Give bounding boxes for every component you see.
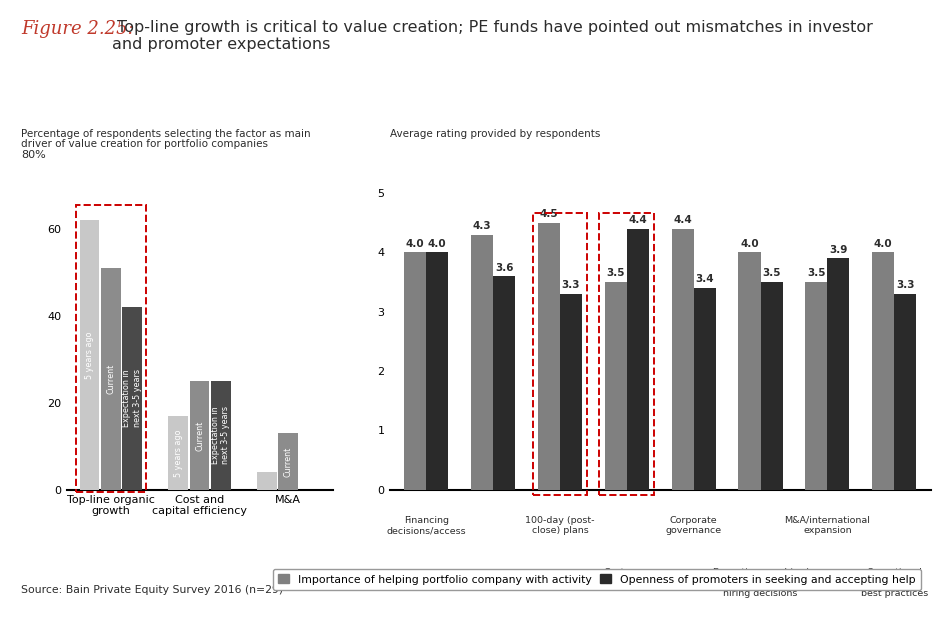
- Bar: [404, 252, 427, 490]
- Text: 5 years ago: 5 years ago: [86, 331, 94, 379]
- Bar: [560, 294, 582, 490]
- Text: 5 years ago: 5 years ago: [174, 429, 182, 477]
- Bar: [278, 433, 298, 490]
- Bar: [872, 252, 894, 490]
- Text: Top-line growth is critical to value creation; PE funds have pointed out mismatc: Top-line growth is critical to value cre…: [112, 20, 873, 53]
- Bar: [694, 288, 715, 490]
- Bar: [627, 229, 649, 490]
- Bar: [493, 276, 515, 490]
- Bar: [257, 472, 276, 490]
- Bar: [471, 234, 493, 490]
- Bar: [761, 282, 783, 490]
- Text: Expectation in
next 3-5 years: Expectation in next 3-5 years: [123, 369, 142, 428]
- Text: Executive coaching/
talent acquisition/
hiring decisions: Executive coaching/ talent acquisition/ …: [712, 568, 808, 598]
- Text: 4.4: 4.4: [629, 215, 647, 225]
- Bar: [76, 205, 145, 492]
- Text: Vision/
strategy: Vision/ strategy: [473, 568, 513, 588]
- Text: 4.0: 4.0: [406, 239, 425, 249]
- Bar: [211, 381, 231, 490]
- Text: driver of value creation for portfolio companies: driver of value creation for portfolio c…: [21, 139, 268, 149]
- Text: 100-day (post-
close) plans: 100-day (post- close) plans: [525, 516, 595, 535]
- Text: M&A/international
expansion: M&A/international expansion: [785, 516, 870, 535]
- Bar: [427, 252, 448, 490]
- Text: 3.5: 3.5: [762, 268, 781, 278]
- Text: 3.5: 3.5: [606, 268, 625, 278]
- Text: Customer
access: Customer access: [603, 568, 650, 588]
- Bar: [672, 229, 694, 490]
- Text: 4.0: 4.0: [874, 239, 892, 249]
- Text: Financing
decisions/access: Financing decisions/access: [387, 516, 466, 535]
- Bar: [806, 282, 827, 490]
- Bar: [599, 212, 655, 495]
- Bar: [605, 282, 627, 490]
- Text: Operational
investment,
best practices: Operational investment, best practices: [861, 568, 928, 598]
- Text: Figure 2.25:: Figure 2.25:: [21, 20, 134, 38]
- Text: 3.5: 3.5: [808, 268, 826, 278]
- Legend: Importance of helping portfolio company with activity, Openness of promoters in : Importance of helping portfolio company …: [273, 569, 921, 590]
- Text: Source: Bain Private Equity Survey 2016 (n=29): Source: Bain Private Equity Survey 2016 …: [21, 585, 283, 595]
- Text: 3.6: 3.6: [495, 263, 513, 273]
- Text: Average rating provided by respondents: Average rating provided by respondents: [390, 129, 599, 139]
- Bar: [738, 252, 761, 490]
- Bar: [538, 223, 560, 490]
- Text: Current: Current: [284, 447, 293, 477]
- Text: 4.4: 4.4: [674, 215, 692, 225]
- Bar: [123, 307, 142, 490]
- Text: 3.4: 3.4: [695, 274, 714, 284]
- Bar: [168, 416, 188, 490]
- Text: 3.9: 3.9: [829, 245, 847, 255]
- Text: Corporate
governance: Corporate governance: [666, 516, 722, 535]
- Text: 3.3: 3.3: [561, 280, 580, 290]
- Text: Current: Current: [106, 364, 115, 394]
- Text: 4.3: 4.3: [473, 221, 491, 231]
- Bar: [190, 381, 209, 490]
- Bar: [533, 212, 587, 495]
- Text: 4.5: 4.5: [540, 209, 559, 219]
- Text: Expectation in
next 3-5 years: Expectation in next 3-5 years: [211, 406, 231, 465]
- Bar: [827, 258, 849, 490]
- Text: Percentage of respondents selecting the factor as main: Percentage of respondents selecting the …: [21, 129, 311, 139]
- Text: 4.0: 4.0: [428, 239, 446, 249]
- Bar: [80, 220, 100, 490]
- Text: Current: Current: [195, 420, 204, 450]
- Bar: [101, 268, 121, 490]
- Bar: [894, 294, 917, 490]
- Text: 3.3: 3.3: [896, 280, 915, 290]
- Text: 4.0: 4.0: [740, 239, 759, 249]
- Text: 80%: 80%: [21, 150, 46, 160]
